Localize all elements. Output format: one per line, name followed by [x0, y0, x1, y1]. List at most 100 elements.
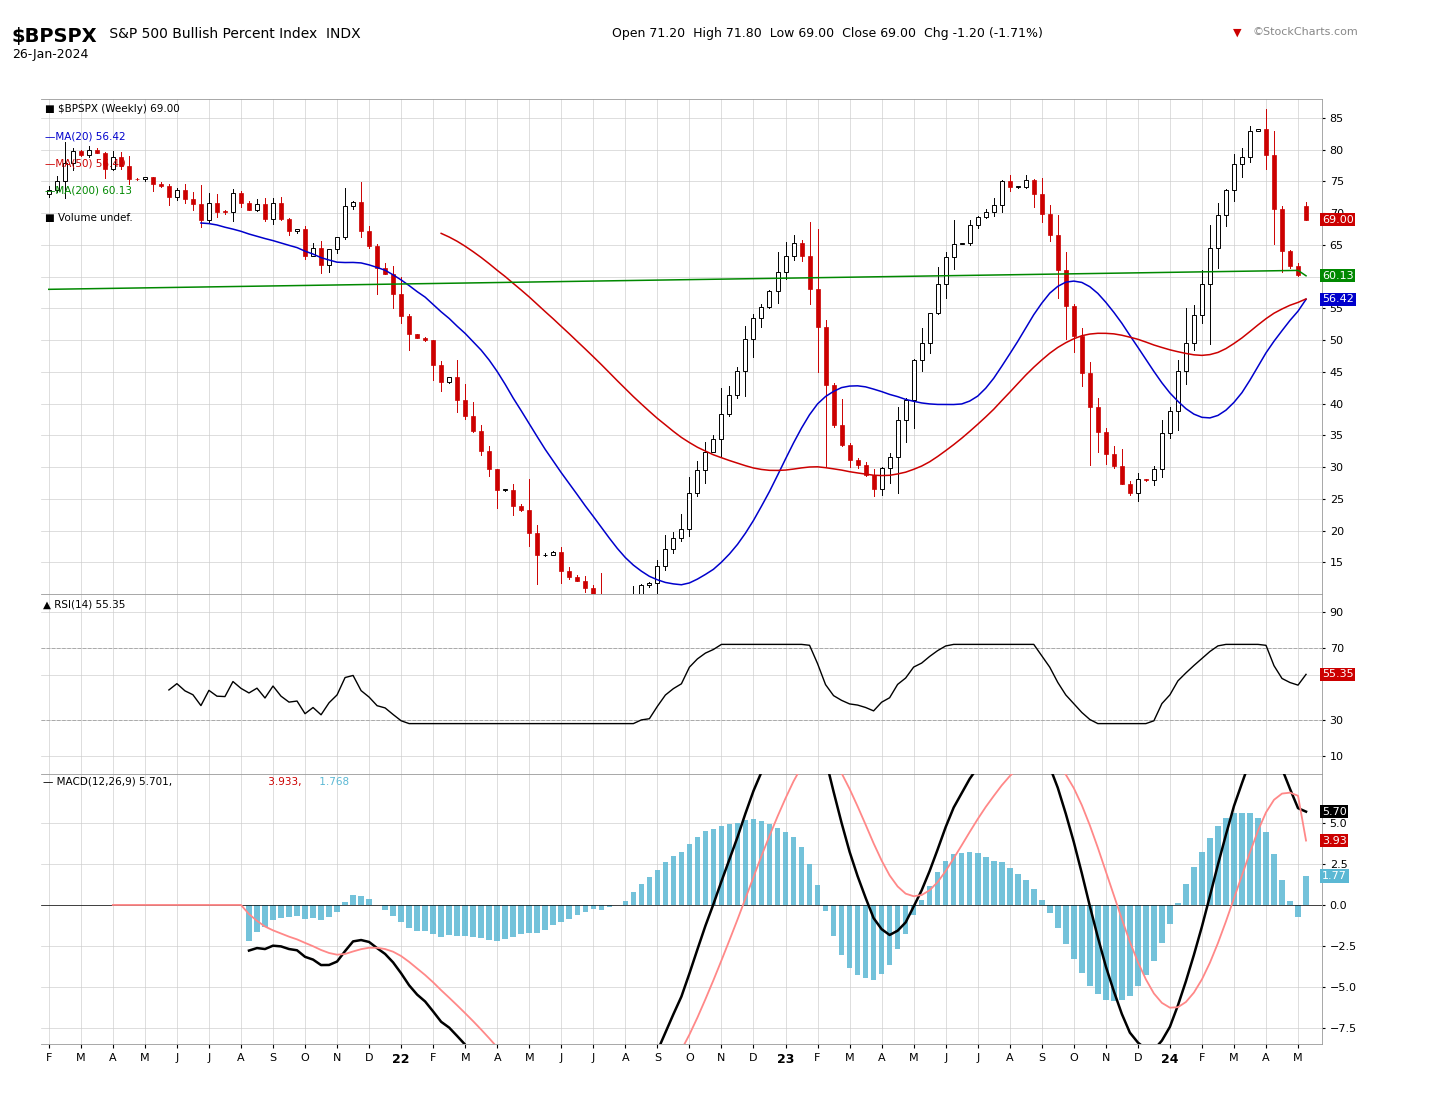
- Bar: [1208, 248, 1211, 284]
- Bar: [438, 904, 444, 936]
- Bar: [983, 856, 989, 904]
- Bar: [390, 904, 396, 915]
- Bar: [1257, 130, 1259, 131]
- Bar: [783, 256, 788, 273]
- Bar: [911, 904, 916, 915]
- Bar: [502, 904, 508, 939]
- Bar: [495, 904, 499, 941]
- Bar: [727, 824, 732, 904]
- Text: 5.70: 5.70: [1322, 807, 1347, 817]
- Bar: [1015, 875, 1021, 904]
- Bar: [920, 343, 923, 359]
- Bar: [248, 202, 250, 210]
- Bar: [495, 469, 499, 490]
- Bar: [671, 856, 676, 904]
- Bar: [1184, 344, 1188, 370]
- Bar: [591, 904, 596, 909]
- Bar: [711, 829, 716, 904]
- Bar: [823, 904, 828, 911]
- Bar: [1128, 485, 1131, 493]
- Bar: [470, 904, 476, 937]
- Bar: [1040, 193, 1044, 213]
- Bar: [550, 904, 556, 925]
- Bar: [1200, 852, 1204, 904]
- Bar: [310, 904, 316, 919]
- Text: S&P 500 Bullish Percent Index  INDX: S&P 500 Bullish Percent Index INDX: [105, 27, 361, 42]
- Bar: [903, 904, 909, 934]
- Bar: [1111, 904, 1117, 1001]
- Bar: [1080, 336, 1083, 373]
- Bar: [1216, 826, 1220, 904]
- Bar: [207, 202, 211, 220]
- Text: ■ $BPSPX (Weekly) 69.00: ■ $BPSPX (Weekly) 69.00: [45, 104, 179, 114]
- Bar: [879, 468, 884, 489]
- Bar: [543, 904, 547, 931]
- Bar: [103, 153, 106, 169]
- Bar: [984, 212, 987, 218]
- Bar: [719, 825, 724, 904]
- Bar: [943, 257, 948, 284]
- Bar: [191, 199, 195, 204]
- Bar: [271, 203, 275, 219]
- Bar: [584, 581, 587, 588]
- Bar: [646, 877, 652, 904]
- Text: 3.93: 3.93: [1322, 835, 1347, 845]
- Bar: [1063, 904, 1069, 944]
- Bar: [415, 334, 419, 337]
- Bar: [904, 400, 907, 420]
- Bar: [992, 861, 996, 904]
- Bar: [456, 377, 459, 400]
- Bar: [1296, 266, 1300, 275]
- Bar: [511, 904, 515, 937]
- Bar: [863, 465, 868, 475]
- Bar: [463, 904, 467, 936]
- Text: ▲ RSI(14) 55.35: ▲ RSI(14) 55.35: [44, 599, 125, 609]
- Bar: [735, 822, 740, 904]
- Bar: [936, 284, 939, 313]
- Bar: [791, 837, 796, 904]
- Bar: [1280, 209, 1284, 251]
- Bar: [1064, 270, 1067, 306]
- Bar: [1264, 832, 1268, 904]
- Bar: [399, 295, 403, 315]
- Bar: [751, 318, 756, 338]
- Bar: [767, 824, 772, 904]
- Bar: [1024, 180, 1028, 187]
- Bar: [760, 307, 763, 318]
- Bar: [335, 237, 339, 249]
- Bar: [1088, 904, 1092, 986]
- Bar: [520, 506, 523, 510]
- Text: 1.77: 1.77: [1322, 872, 1347, 881]
- Bar: [271, 904, 275, 920]
- Bar: [479, 904, 483, 939]
- Bar: [968, 224, 971, 243]
- Bar: [431, 341, 435, 365]
- Bar: [598, 904, 604, 910]
- Text: — MACD(12,26,9) 5.701,: — MACD(12,26,9) 5.701,: [44, 777, 172, 787]
- Bar: [55, 181, 58, 190]
- Bar: [888, 457, 891, 468]
- Bar: [847, 445, 852, 459]
- Bar: [351, 202, 355, 207]
- Bar: [312, 248, 314, 256]
- Bar: [1248, 131, 1252, 157]
- Bar: [479, 432, 483, 452]
- Bar: [1143, 904, 1149, 975]
- Bar: [534, 904, 540, 933]
- Bar: [63, 163, 67, 181]
- Bar: [678, 852, 684, 904]
- Bar: [383, 904, 387, 910]
- Bar: [367, 899, 371, 904]
- Bar: [1047, 904, 1053, 913]
- Bar: [303, 230, 307, 256]
- Bar: [687, 844, 692, 904]
- Bar: [87, 149, 90, 155]
- Bar: [1031, 889, 1037, 904]
- Bar: [360, 202, 363, 231]
- Bar: [463, 400, 467, 415]
- Bar: [1176, 370, 1179, 411]
- Bar: [167, 186, 170, 197]
- Bar: [1072, 306, 1076, 336]
- Bar: [1223, 819, 1229, 904]
- Bar: [1095, 904, 1101, 995]
